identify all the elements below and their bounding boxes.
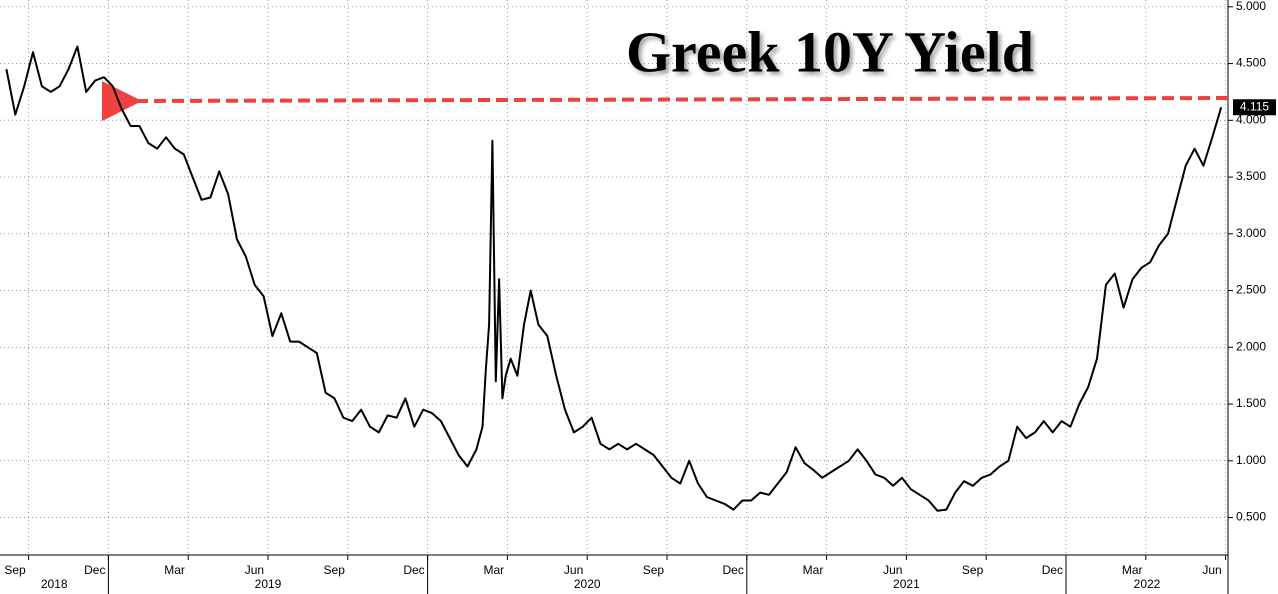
x-tick-label: Sep — [324, 563, 346, 577]
x-tick-label: Jun — [1202, 563, 1221, 577]
x-tick-label: Dec — [84, 563, 105, 577]
year-label: 2022 — [1134, 577, 1161, 591]
x-tick-label: Jun — [245, 563, 264, 577]
reference-arrow — [101, 81, 1229, 122]
x-tick-label: Dec — [1042, 563, 1063, 577]
x-tick-label: Mar — [1122, 563, 1143, 577]
chart-title: Greek 10Y Yield — [626, 19, 1034, 84]
y-tick-label: 5.000 — [1236, 0, 1266, 13]
year-label: 2019 — [255, 577, 282, 591]
y-tick-label: 4.500 — [1236, 56, 1266, 70]
x-tick-label: Sep — [643, 563, 665, 577]
x-tick-label: Jun — [564, 563, 583, 577]
x-tick-label: Mar — [164, 563, 185, 577]
year-label: 2020 — [574, 577, 601, 591]
current-value-box — [1233, 99, 1276, 116]
y-tick-label: 2.500 — [1236, 283, 1266, 297]
y-tick-label: 1.500 — [1236, 396, 1266, 410]
x-tick-label: Dec — [403, 563, 424, 577]
year-label: 2018 — [41, 577, 68, 591]
x-tick-label: Dec — [723, 563, 744, 577]
x-tick-label: Mar — [483, 563, 504, 577]
current-value-label: 4.115 — [1240, 99, 1269, 113]
y-tick-label: 1.000 — [1236, 453, 1266, 467]
y-tick-label: 3.500 — [1236, 169, 1266, 183]
x-tick-label: Sep — [962, 563, 984, 577]
grid — [0, 0, 1228, 555]
year-label: 2021 — [893, 577, 920, 591]
y-tick-label: 0.500 — [1236, 510, 1266, 524]
x-tick-label: Mar — [803, 563, 824, 577]
x-tick-label: Jun — [883, 563, 902, 577]
y-tick-label: 2.000 — [1236, 339, 1266, 353]
yield-line — [5, 45, 1223, 512]
y-tick-label: 4.000 — [1236, 112, 1266, 126]
x-tick-label: Sep — [4, 563, 26, 577]
y-tick-label: 3.000 — [1236, 226, 1266, 240]
